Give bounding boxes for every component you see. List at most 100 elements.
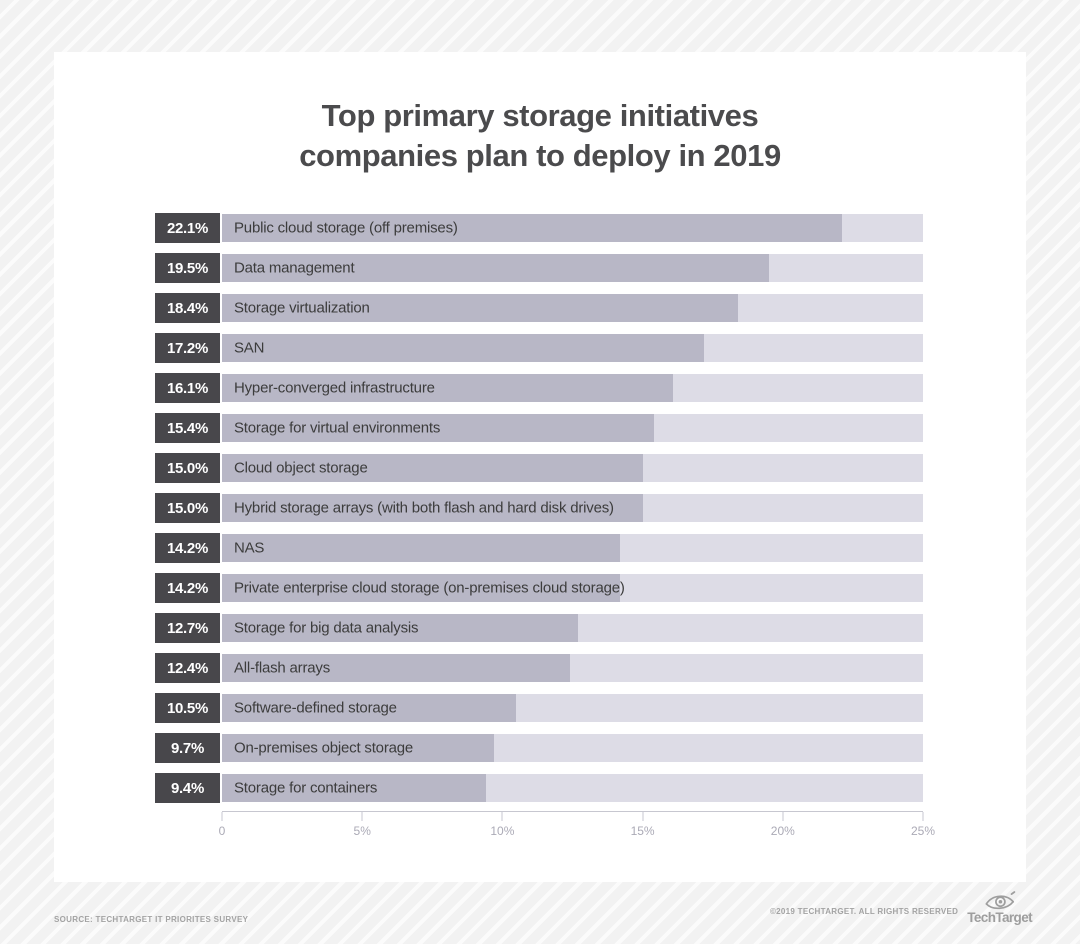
value-badge: 14.2% <box>155 573 220 603</box>
value-badge: 18.4% <box>155 293 220 323</box>
bar-track: All-flash arrays <box>222 654 923 682</box>
axis-tick-label: 0 <box>218 824 226 838</box>
copyright-text: ©2019 TECHTARGET. ALL RIGHTS RESERVED <box>769 907 959 916</box>
axis-tick <box>782 812 784 821</box>
x-axis: 0 5% 10% 15% 20% 25% <box>218 811 935 851</box>
bar-row: 15.0% Hybrid storage arrays (with both f… <box>155 493 923 523</box>
techtarget-wordmark: TechTarget <box>967 910 1032 925</box>
bar-label: Hybrid storage arrays (with both flash a… <box>234 499 614 517</box>
bar-label: Data management <box>234 259 355 277</box>
bar-fill <box>222 454 643 482</box>
bar-track: Storage for big data analysis <box>222 614 923 642</box>
bar-track: Private enterprise cloud storage (on-pre… <box>222 574 923 602</box>
value-badge: 15.4% <box>155 413 220 443</box>
bar-track: Cloud object storage <box>222 454 923 482</box>
bar-fill <box>222 774 486 802</box>
bar-track: Storage virtualization <box>222 294 923 322</box>
bar-fill <box>222 334 705 362</box>
bar-fill <box>222 294 738 322</box>
axis-tick-label: 25% <box>910 824 936 838</box>
techtarget-logo: TechTarget <box>967 890 1033 925</box>
bar-fill <box>222 214 842 242</box>
bar-fill <box>222 534 621 562</box>
bar-label: Storage for containers <box>234 779 378 797</box>
bar-track: SAN <box>222 334 923 362</box>
bar-fill <box>222 654 570 682</box>
value-badge: 16.1% <box>155 373 220 403</box>
value-badge: 22.1% <box>155 213 220 243</box>
value-badge: 15.0% <box>155 493 220 523</box>
bar-fill <box>222 734 494 762</box>
axis-tick <box>922 812 924 821</box>
bar-label: Storage for big data analysis <box>234 619 419 637</box>
bar-track: Hybrid storage arrays (with both flash a… <box>222 494 923 522</box>
bar-track: NAS <box>222 534 923 562</box>
bar-label: Storage virtualization <box>234 299 370 317</box>
value-badge: 9.4% <box>155 773 220 803</box>
bar-fill <box>222 694 517 722</box>
bar-track: On-premises object storage <box>222 734 923 762</box>
bar-fill <box>222 494 643 522</box>
value-badge: 19.5% <box>155 253 220 283</box>
bar-row: 22.1% Public cloud storage (off premises… <box>155 213 923 243</box>
axis-tick <box>361 812 363 821</box>
bar-row: 12.7% Storage for big data analysis <box>155 613 923 643</box>
bar-track: Storage for virtual environments <box>222 414 923 442</box>
bar-label: Private enterprise cloud storage (on-pre… <box>234 579 625 597</box>
bar-label: Cloud object storage <box>234 459 368 477</box>
bar-track: Data management <box>222 254 923 282</box>
bar-row: 19.5% Data management <box>155 253 923 283</box>
bar-row: 12.4% All-flash arrays <box>155 653 923 683</box>
axis-tick <box>501 812 503 821</box>
bar-track: Software-defined storage <box>222 694 923 722</box>
footer-right: ©2019 TECHTARGET. ALL RIGHTS RESERVED Te… <box>769 890 1033 925</box>
bar-row: 14.2% Private enterprise cloud storage (… <box>155 573 923 603</box>
bar-label: Software-defined storage <box>234 699 397 717</box>
value-badge: 12.4% <box>155 653 220 683</box>
bar-fill <box>222 374 674 402</box>
value-badge: 12.7% <box>155 613 220 643</box>
bar-row: 16.1% Hyper-converged infrastructure <box>155 373 923 403</box>
value-badge: 17.2% <box>155 333 220 363</box>
axis-tick-label: 20% <box>770 824 795 838</box>
bar-label: Public cloud storage (off premises) <box>234 219 458 237</box>
bar-row: 10.5% Software-defined storage <box>155 693 923 723</box>
bar-label: Hyper-converged infrastructure <box>234 379 435 397</box>
footer: SOURCE: TECHTARGET IT PRIORITES SURVEY ©… <box>0 882 1080 944</box>
bar-track: Storage for containers <box>222 774 923 802</box>
bar-label: Storage for virtual environments <box>234 419 441 437</box>
bar-row: 15.4% Storage for virtual environments <box>155 413 923 443</box>
eye-target-icon <box>985 891 1015 910</box>
chart-title-line1: Top primary storage initiatives <box>321 98 759 133</box>
bar-track: Public cloud storage (off premises) <box>222 214 923 242</box>
value-badge: 9.7% <box>155 733 220 763</box>
value-badge: 10.5% <box>155 693 220 723</box>
bar-fill <box>222 254 769 282</box>
bar-label: On-premises object storage <box>234 739 414 757</box>
bar-row: 9.4% Storage for containers <box>155 773 923 803</box>
value-badge: 15.0% <box>155 453 220 483</box>
chart-card: Top primary storage initiatives companies… <box>54 52 1026 882</box>
bar-fill <box>222 614 579 642</box>
bar-label: All-flash arrays <box>234 659 330 677</box>
axis-tick-label: 15% <box>630 824 655 838</box>
bar-row: 14.2% NAS <box>155 533 923 563</box>
axis-tick <box>221 812 223 821</box>
bar-row: 15.0% Cloud object storage <box>155 453 923 483</box>
bar-track: Hyper-converged infrastructure <box>222 374 923 402</box>
value-badge: 14.2% <box>155 533 220 563</box>
chart-title: Top primary storage initiatives companies… <box>54 96 1026 176</box>
bar-fill <box>222 414 654 442</box>
source-text: SOURCE: TECHTARGET IT PRIORITES SURVEY <box>54 915 249 924</box>
bar-fill <box>222 574 621 602</box>
bar-rows: 22.1% Public cloud storage (off premises… <box>155 213 923 813</box>
bar-row: 18.4% Storage virtualization <box>155 293 923 323</box>
axis-tick <box>642 812 644 821</box>
bar-label: NAS <box>234 539 265 557</box>
bar-row: 17.2% SAN <box>155 333 923 363</box>
bar-label: SAN <box>234 339 265 357</box>
bar-row: 9.7% On-premises object storage <box>155 733 923 763</box>
chart-title-line2: companies plan to deploy in 2019 <box>299 138 781 173</box>
axis-tick-label: 5% <box>353 824 371 838</box>
